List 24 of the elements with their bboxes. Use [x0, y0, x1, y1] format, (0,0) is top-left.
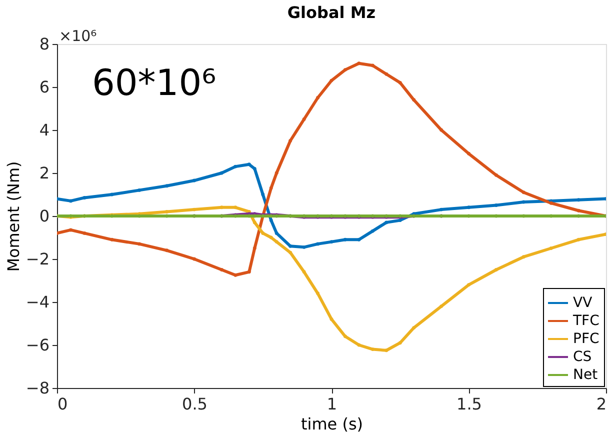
y-tick-label: 8	[39, 34, 50, 54]
legend-label: Net	[573, 367, 598, 383]
annotation: ×10⁶	[59, 27, 97, 45]
legend-label: CS	[573, 349, 592, 365]
y-tick-label: −2	[26, 250, 50, 268]
x-axis-title: time (s)	[300, 414, 364, 434]
chart-title: Global Mz	[287, 3, 376, 22]
x-tick-label: 1	[326, 394, 338, 414]
legend-label: VV	[573, 295, 593, 311]
y-tick-label: 4	[39, 120, 50, 140]
y-tick-label: 2	[39, 164, 50, 182]
y-tick-label: 6	[39, 78, 50, 96]
y-axis-title: Moment (Nm)	[4, 161, 23, 272]
legend-label: TFC	[572, 313, 600, 329]
y-tick-label: −6	[26, 336, 50, 354]
x-tick-label: 1.5	[456, 394, 482, 414]
y-tick-label: 0	[39, 206, 50, 226]
y-tick-label: −8	[26, 378, 50, 398]
annotation: 60*10⁶	[92, 63, 216, 104]
x-tick-label: 0	[58, 394, 68, 414]
x-tick-label: 0.5	[182, 394, 208, 414]
y-tick-label: −4	[26, 292, 50, 312]
x-tick-label: 2	[596, 394, 606, 414]
legend-label: PFC	[573, 331, 600, 347]
